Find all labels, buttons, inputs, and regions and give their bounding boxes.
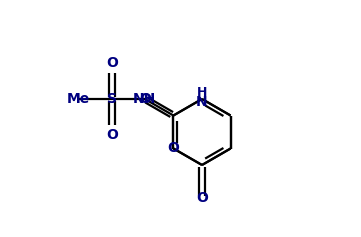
Text: O: O (139, 92, 151, 106)
Text: O: O (106, 128, 118, 142)
Text: N: N (196, 95, 208, 109)
Text: NH: NH (133, 92, 156, 106)
Text: Me: Me (67, 92, 91, 106)
Text: H: H (197, 86, 207, 99)
Text: O: O (196, 191, 208, 205)
Text: S: S (107, 92, 117, 106)
Text: O: O (168, 141, 179, 155)
Text: O: O (106, 56, 118, 70)
